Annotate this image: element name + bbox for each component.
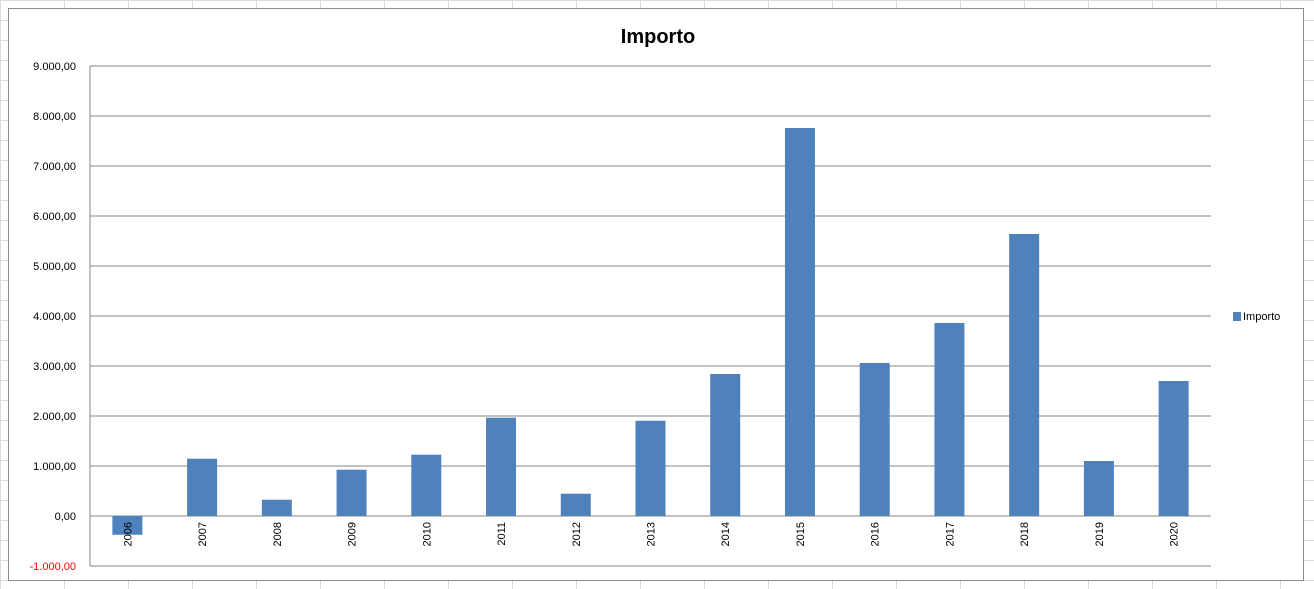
bar-2012 bbox=[560, 493, 591, 516]
bar-2015 bbox=[784, 128, 815, 516]
x-tick-label: 2011 bbox=[496, 522, 508, 546]
x-tick-label: 2007 bbox=[197, 522, 209, 546]
y-tick-label: 1.000,00 bbox=[33, 461, 76, 473]
x-tick-label: 2015 bbox=[795, 522, 807, 546]
y-tick-label: 4.000,00 bbox=[33, 311, 76, 323]
bar-2011 bbox=[486, 417, 517, 516]
legend-label: Importo bbox=[1243, 311, 1280, 323]
bar-2008 bbox=[261, 499, 292, 516]
bar-2017 bbox=[934, 323, 965, 516]
x-tick-label: 2014 bbox=[720, 522, 732, 546]
bar-2009 bbox=[336, 469, 367, 516]
bar-2010 bbox=[411, 454, 442, 516]
bar-2020 bbox=[1158, 381, 1189, 516]
x-tick-label: 2016 bbox=[870, 522, 882, 546]
x-tick-label: 2009 bbox=[347, 522, 359, 546]
y-tick-label: 9.000,00 bbox=[33, 61, 76, 73]
y-tick-label: 3.000,00 bbox=[33, 361, 76, 373]
x-tick-label: 2012 bbox=[571, 522, 583, 546]
bar-2014 bbox=[710, 374, 741, 516]
y-tick-label: 2.000,00 bbox=[33, 411, 76, 423]
bar-2019 bbox=[1083, 461, 1114, 516]
x-tick-label: 2017 bbox=[944, 522, 956, 546]
y-tick-label: 6.000,00 bbox=[33, 211, 76, 223]
x-tick-label: 2013 bbox=[646, 522, 658, 546]
x-tick-label: 2020 bbox=[1169, 522, 1181, 546]
y-tick-label: 5.000,00 bbox=[33, 261, 76, 273]
bar-2016 bbox=[859, 363, 890, 516]
legend-swatch bbox=[1233, 312, 1241, 321]
x-tick-label: 2010 bbox=[421, 522, 433, 546]
y-tick-label: -1.000,00 bbox=[30, 561, 76, 573]
bar-2018 bbox=[1009, 234, 1040, 516]
bar-2007 bbox=[187, 458, 218, 516]
x-tick-label: 2006 bbox=[122, 522, 134, 546]
chart-title: Importo bbox=[621, 26, 695, 48]
y-tick-label: 7.000,00 bbox=[33, 161, 76, 173]
x-tick-label: 2008 bbox=[272, 522, 284, 546]
y-tick-label: 0,00 bbox=[55, 511, 76, 523]
x-tick-label: 2019 bbox=[1094, 522, 1106, 546]
bar-2013 bbox=[635, 420, 666, 516]
y-tick-label: 8.000,00 bbox=[33, 111, 76, 123]
x-tick-label: 2018 bbox=[1019, 522, 1031, 546]
bar-2006 bbox=[112, 516, 143, 535]
